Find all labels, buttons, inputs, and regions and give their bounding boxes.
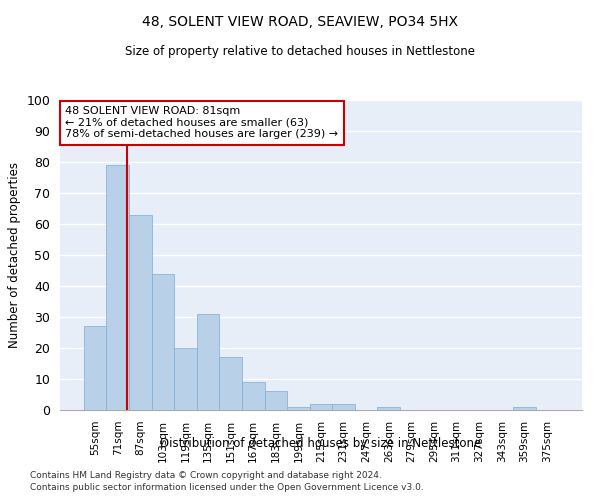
Bar (242, 382, 265, 410)
Text: Contains HM Land Registry data © Crown copyright and database right 2024.: Contains HM Land Registry data © Crown c… (30, 470, 382, 480)
Bar (287, 407, 310, 410)
Bar (220, 358, 242, 410)
Bar (377, 407, 400, 410)
Text: 48, SOLENT VIEW ROAD, SEAVIEW, PO34 5HX: 48, SOLENT VIEW ROAD, SEAVIEW, PO34 5HX (142, 15, 458, 29)
Text: 48 SOLENT VIEW ROAD: 81sqm
← 21% of detached houses are smaller (63)
78% of semi: 48 SOLENT VIEW ROAD: 81sqm ← 21% of deta… (65, 106, 338, 140)
Y-axis label: Number of detached properties: Number of detached properties (8, 162, 21, 348)
Text: Contains public sector information licensed under the Open Government Licence v3: Contains public sector information licen… (30, 483, 424, 492)
Bar (197, 314, 220, 410)
Bar (106, 165, 129, 410)
Bar (84, 326, 106, 410)
Bar (513, 407, 536, 410)
Bar (174, 348, 197, 410)
Bar (152, 274, 174, 410)
Bar (332, 404, 355, 410)
Bar (265, 392, 287, 410)
Bar (310, 404, 332, 410)
Text: Size of property relative to detached houses in Nettlestone: Size of property relative to detached ho… (125, 45, 475, 58)
Text: Distribution of detached houses by size in Nettlestone: Distribution of detached houses by size … (160, 438, 482, 450)
Bar (129, 214, 152, 410)
